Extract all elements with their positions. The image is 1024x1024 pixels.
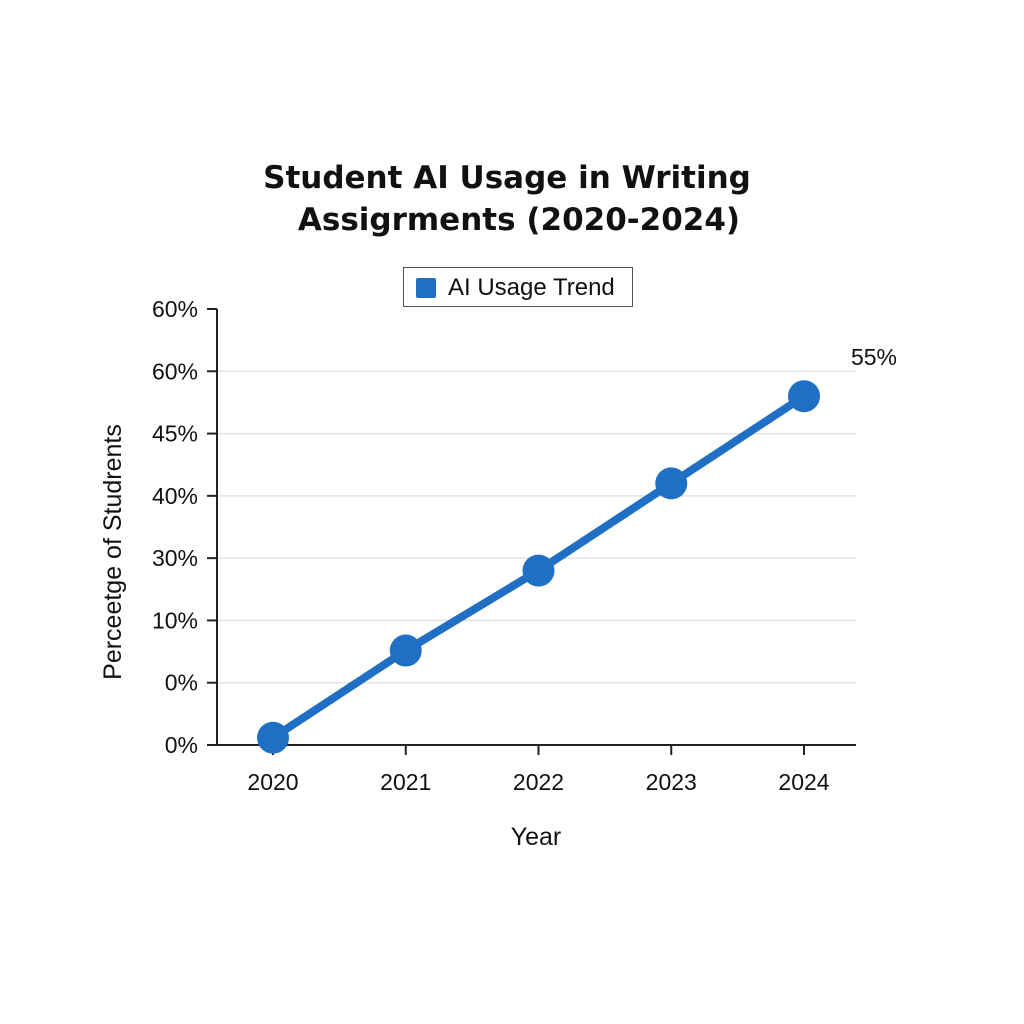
y-tick-label: 0%	[165, 670, 198, 696]
y-tick-label: 45%	[152, 421, 198, 447]
data-point	[788, 380, 820, 413]
y-tick-label: 60%	[152, 358, 198, 384]
gridlines	[217, 370, 856, 684]
chart-title-line-1: Student AI Usage in Writing	[263, 160, 751, 196]
axes	[207, 309, 856, 746]
annotation-label: 55%	[851, 344, 897, 370]
data-point	[655, 467, 688, 500]
x-tick-label: 2023	[646, 769, 697, 795]
y-axis-title: Perceetge of Studrents	[99, 424, 127, 680]
data-point	[522, 554, 555, 587]
y-tick-label: 30%	[152, 545, 198, 571]
x-tick-label: 2024	[778, 769, 829, 795]
chart-title-line-2: Assigrments (2020-2024)	[297, 202, 741, 238]
x-axis-title: Year	[511, 823, 562, 851]
y-tick-label: 40%	[152, 483, 198, 509]
data-point	[257, 721, 289, 754]
y-tick-label: 10%	[152, 607, 198, 633]
x-ticks: 2020 2021 2022 2023 2024	[247, 745, 830, 795]
x-tick-label: 2021	[380, 769, 431, 795]
legend-label: AI Usage Trend	[448, 274, 615, 301]
x-tick-label: 2020	[247, 769, 298, 795]
y-tick-label: 60%	[152, 296, 198, 322]
y-ticks: 60% 60% 45% 40% 30% 10% 0% 0%	[152, 296, 217, 758]
chart-legend: AI Usage Trend	[403, 267, 633, 307]
series-ai-usage	[257, 380, 820, 754]
legend-swatch	[416, 278, 436, 298]
y-tick-label: 0%	[165, 732, 198, 758]
x-tick-label: 2022	[513, 769, 564, 795]
data-point	[389, 634, 422, 667]
